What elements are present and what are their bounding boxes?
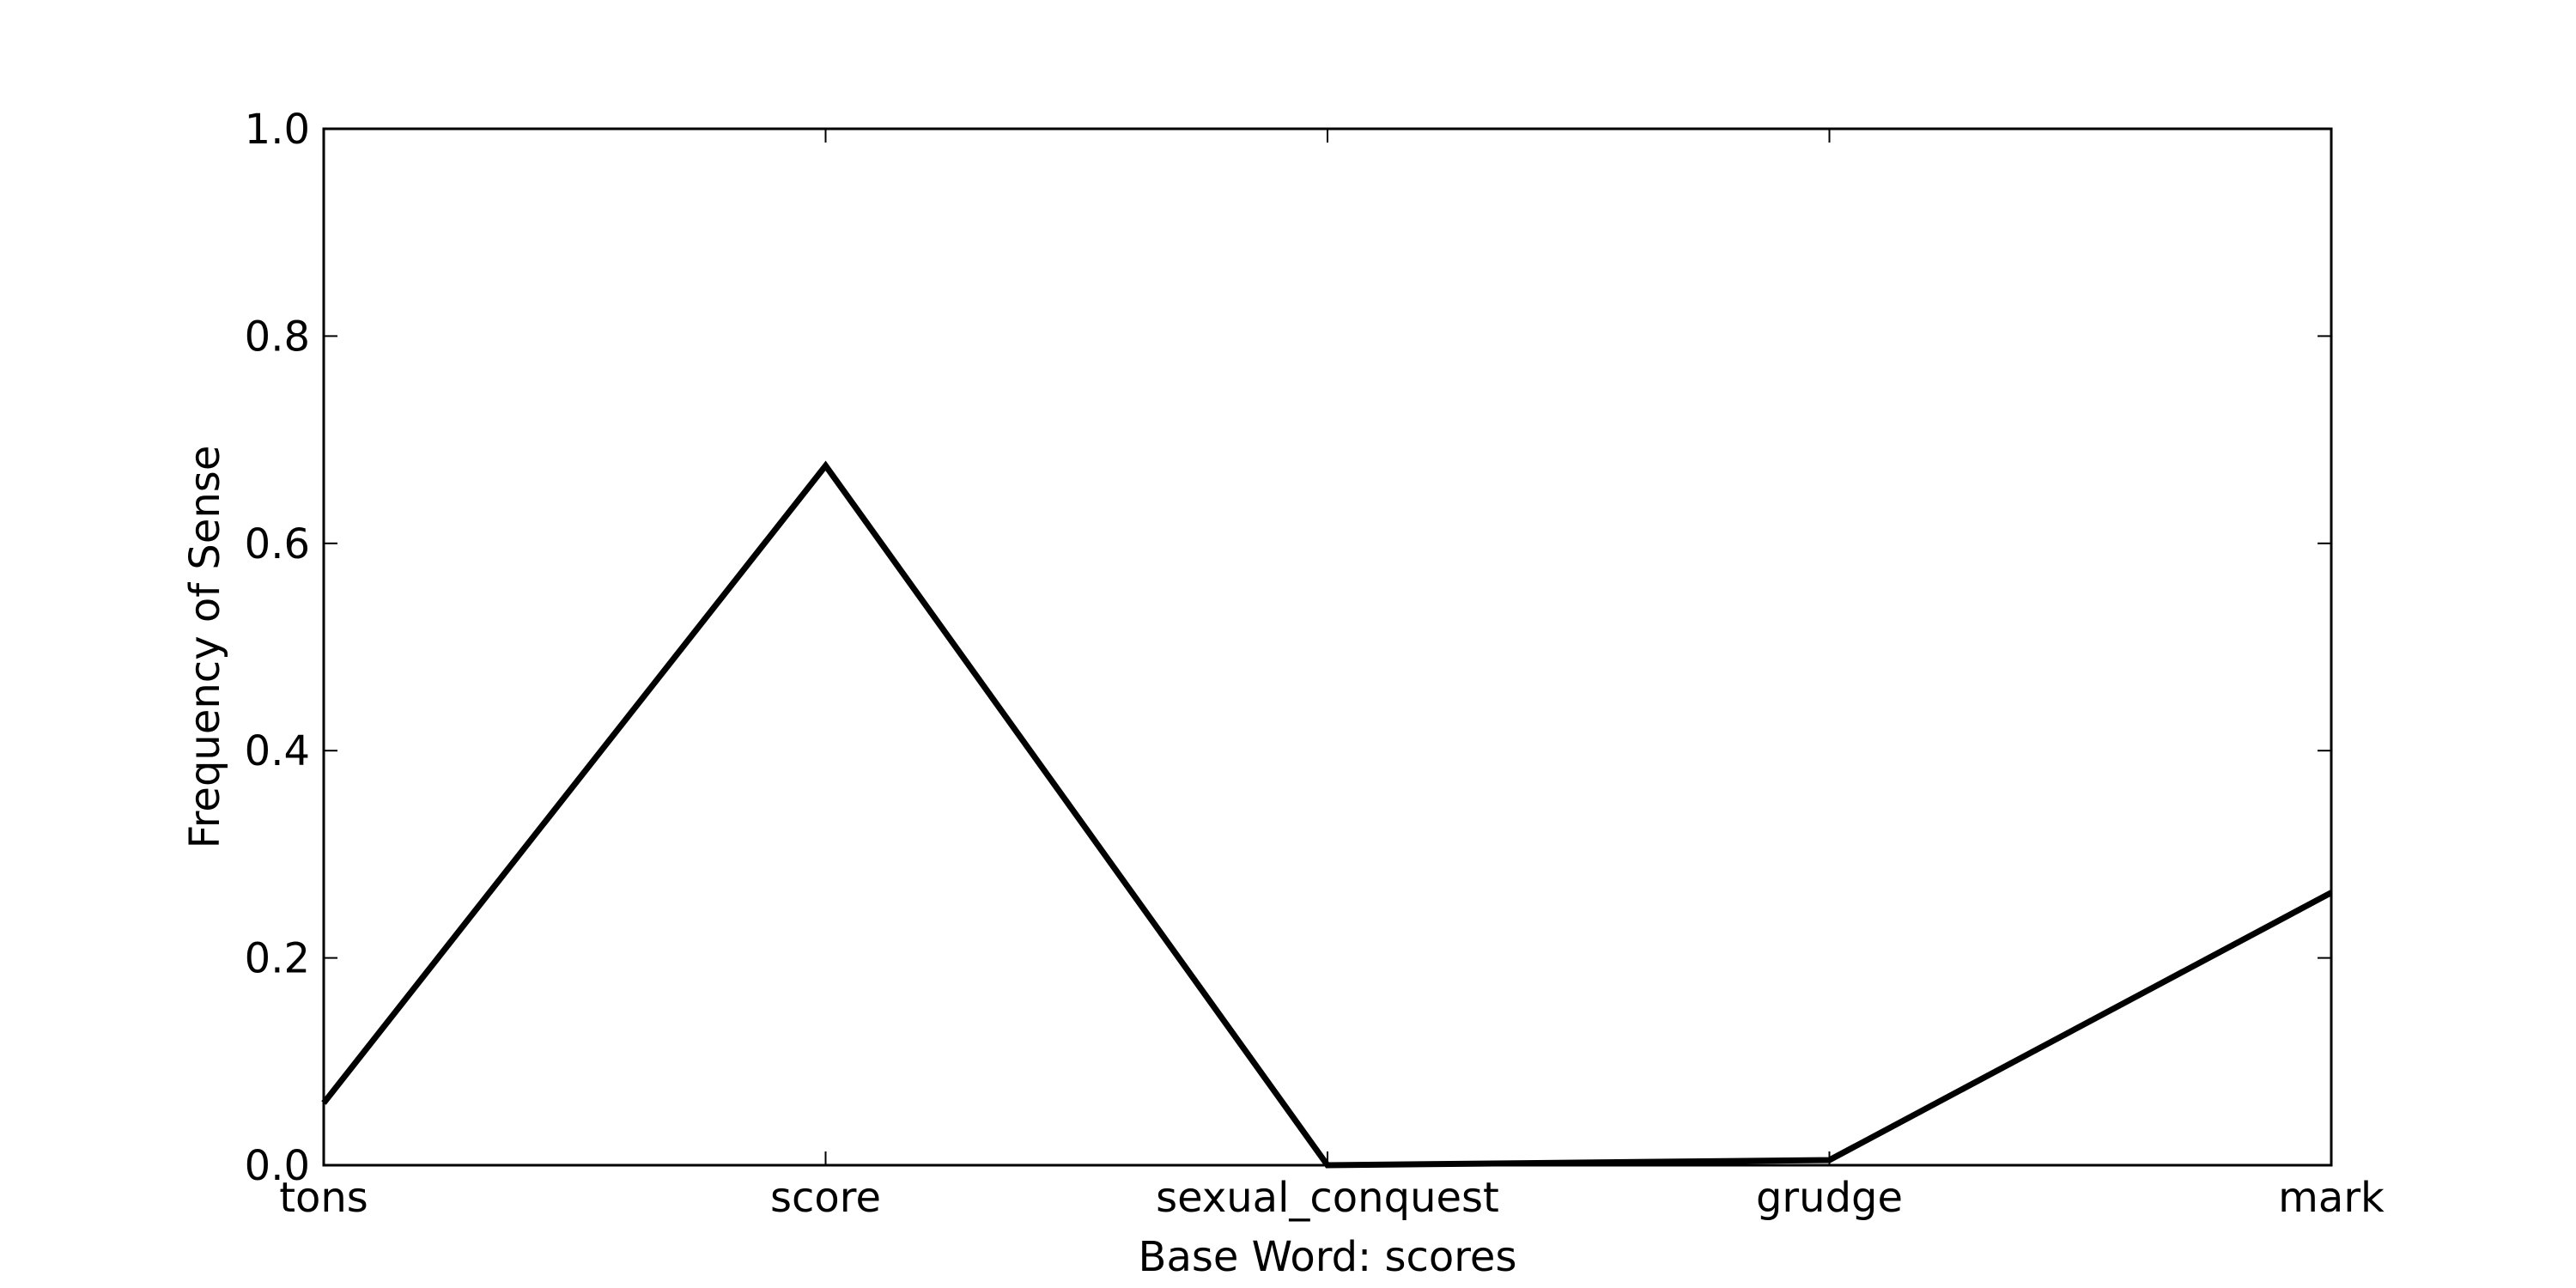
y-tick-label: 0.2 <box>245 935 310 983</box>
data-point <box>1829 1159 1830 1161</box>
plot-frame <box>322 127 2333 1167</box>
series-line <box>321 460 2333 1169</box>
x-axis-title: Base Word: scores <box>1139 1233 1517 1281</box>
x-axis: tons score sexual_conquest grudge mark <box>279 129 2385 1222</box>
y-tick-label: 0.8 <box>245 313 310 361</box>
y-axis-title: Frequency of Sense <box>181 446 229 849</box>
x-tick-label: grudge <box>1756 1174 1903 1222</box>
y-axis: 0.0 0.2 0.4 0.6 0.8 1.0 <box>245 106 2331 1190</box>
y-tick-label: 0.6 <box>245 520 310 568</box>
series-layer <box>321 460 2333 1169</box>
x-tick-label: sexual_conquest <box>1156 1174 1499 1222</box>
y-tick-label: 0.0 <box>245 1142 310 1190</box>
y-tick-label: 1.0 <box>245 106 310 154</box>
x-tick-label: mark <box>2278 1174 2385 1222</box>
x-tick-label: tons <box>279 1174 368 1222</box>
y-tick-label: 0.4 <box>245 727 310 775</box>
x-tick-label: score <box>770 1174 881 1222</box>
data-point <box>825 465 826 466</box>
